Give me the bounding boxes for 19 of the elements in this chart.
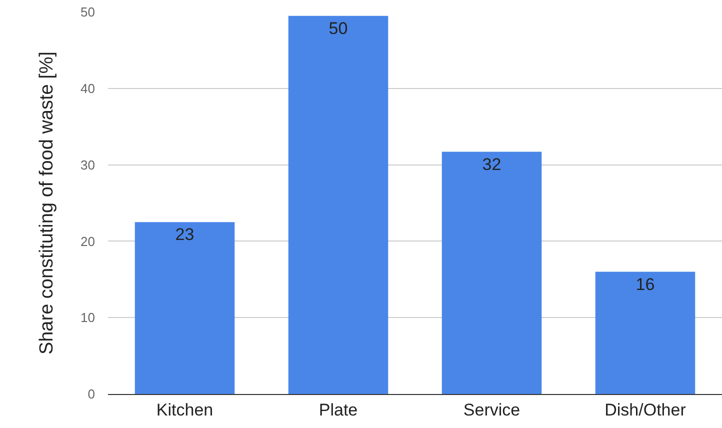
y-tick-label: 10	[80, 310, 95, 326]
y-axis-title: Share constituting of food waste [%]	[36, 51, 58, 355]
bar	[595, 272, 696, 394]
y-tick-label: 0	[88, 386, 95, 402]
data-label: 16	[636, 274, 655, 294]
bar	[288, 16, 388, 394]
x-tick-label: Service	[463, 400, 520, 420]
y-tick-label: 20	[80, 234, 95, 249]
data-label: 23	[175, 225, 194, 244]
x-tick-label: Plate	[318, 400, 358, 420]
y-tick-label: 30	[80, 157, 95, 172]
y-tick-label: 50	[80, 4, 95, 20]
bar	[134, 222, 235, 394]
y-tick-label: 40	[80, 80, 95, 96]
data-label: 32	[482, 154, 502, 174]
bar	[442, 152, 542, 394]
x-tick-label: Dish/Other	[604, 400, 686, 420]
x-tick-label: Kitchen	[156, 400, 214, 420]
data-label: 50	[328, 18, 348, 38]
